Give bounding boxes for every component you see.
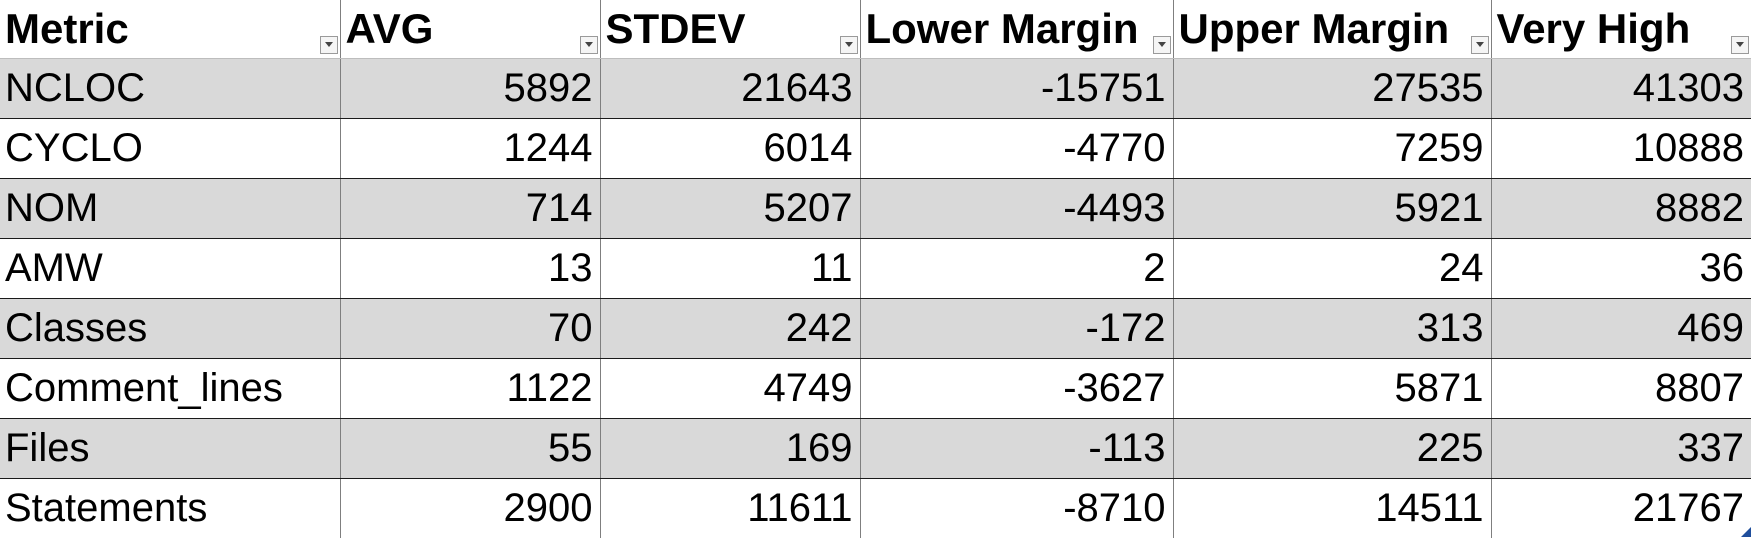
filter-dropdown-icon[interactable] [839, 35, 858, 54]
table-row: Files 55 169 -113 225 337 [0, 418, 1751, 479]
cell-upper-margin[interactable]: 5921 [1173, 178, 1492, 239]
header-cell-metric[interactable]: Metric [0, 0, 341, 59]
header-cell-very-high[interactable]: Very High [1491, 0, 1751, 59]
header-label-metric: Metric [5, 4, 129, 52]
cell-very-high[interactable]: 21767 [1632, 486, 1744, 531]
cell-stdev[interactable]: 4749 [600, 358, 861, 419]
cell-lower-margin[interactable]: -15751 [860, 58, 1174, 119]
cell-very-high[interactable]: 337 [1491, 418, 1751, 479]
table-row: CYCLO 1244 6014 -4770 7259 10888 [0, 118, 1751, 179]
cell-upper-margin[interactable]: 27535 [1173, 58, 1492, 119]
cell-lower-margin[interactable]: 2 [860, 238, 1174, 299]
header-label-very-high: Very High [1496, 4, 1691, 52]
cell-metric[interactable]: Comment_lines [0, 358, 341, 419]
filter-dropdown-icon[interactable] [579, 35, 598, 54]
header-cell-upper-margin[interactable]: Upper Margin [1173, 0, 1492, 59]
table-row: NCLOC 5892 21643 -15751 27535 41303 [0, 58, 1751, 119]
cell-metric[interactable]: Statements [0, 478, 341, 538]
cell-stdev[interactable]: 11 [600, 238, 861, 299]
cell-avg[interactable]: 2900 [340, 478, 601, 538]
cell-avg[interactable]: 13 [340, 238, 601, 299]
cell-avg[interactable]: 1122 [340, 358, 601, 419]
cell-upper-margin[interactable]: 7259 [1173, 118, 1492, 179]
filter-dropdown-icon[interactable] [1731, 35, 1749, 54]
table-row: Comment_lines 1122 4749 -3627 5871 8807 [0, 358, 1751, 419]
cell-very-high[interactable]: 41303 [1491, 58, 1751, 119]
cell-upper-margin[interactable]: 313 [1173, 298, 1492, 359]
header-label-lower-margin: Lower Margin [865, 4, 1139, 52]
table-resize-handle-icon[interactable] [1741, 527, 1751, 537]
cell-lower-margin[interactable]: -8710 [860, 478, 1174, 538]
cell-upper-margin[interactable]: 14511 [1173, 478, 1492, 538]
cell-metric[interactable]: NOM [0, 178, 341, 239]
cell-avg[interactable]: 55 [340, 418, 601, 479]
header-cell-stdev[interactable]: STDEV [600, 0, 861, 59]
cell-metric[interactable]: Files [0, 418, 341, 479]
header-label-avg: AVG [345, 4, 434, 52]
cell-upper-margin[interactable]: 5871 [1173, 358, 1492, 419]
cell-avg[interactable]: 70 [340, 298, 601, 359]
cell-metric[interactable]: CYCLO [0, 118, 341, 179]
cell-avg[interactable]: 5892 [340, 58, 601, 119]
filter-dropdown-icon[interactable] [1470, 35, 1489, 54]
cell-stdev[interactable]: 6014 [600, 118, 861, 179]
cell-metric[interactable]: Classes [0, 298, 341, 359]
cell-metric[interactable]: NCLOC [0, 58, 341, 119]
cell-upper-margin[interactable]: 225 [1173, 418, 1492, 479]
header-cell-lower-margin[interactable]: Lower Margin [860, 0, 1174, 59]
cell-stdev[interactable]: 5207 [600, 178, 861, 239]
header-row: Metric AVG STDEV [0, 0, 1751, 59]
cell-lower-margin[interactable]: -113 [860, 418, 1174, 479]
header-cell-avg[interactable]: AVG [340, 0, 601, 59]
table-row: Statements 2900 11611 -8710 14511 21767 [0, 478, 1751, 538]
cell-very-high[interactable]: 469 [1491, 298, 1751, 359]
header-label-stdev: STDEV [605, 4, 746, 52]
cell-very-high[interactable]: 8882 [1491, 178, 1751, 239]
cell-very-high[interactable]: 10888 [1491, 118, 1751, 179]
cell-lower-margin[interactable]: -4770 [860, 118, 1174, 179]
cell-metric[interactable]: AMW [0, 238, 341, 299]
cell-stdev[interactable]: 242 [600, 298, 861, 359]
table-row: AMW 13 11 2 24 36 [0, 238, 1751, 299]
table-row: NOM 714 5207 -4493 5921 8882 [0, 178, 1751, 239]
cell-avg[interactable]: 714 [340, 178, 601, 239]
cell-lower-margin[interactable]: -172 [860, 298, 1174, 359]
filter-dropdown-icon[interactable] [1152, 35, 1171, 54]
cell-stdev[interactable]: 11611 [600, 478, 861, 538]
table-row: Classes 70 242 -172 313 469 [0, 298, 1751, 359]
cell-upper-margin[interactable]: 24 [1173, 238, 1492, 299]
cell-lower-margin[interactable]: -3627 [860, 358, 1174, 419]
cell-very-high[interactable]: 8807 [1491, 358, 1751, 419]
cell-stdev[interactable]: 21643 [600, 58, 861, 119]
cell-very-high[interactable]: 36 [1491, 238, 1751, 299]
cell-avg[interactable]: 1244 [340, 118, 601, 179]
header-label-upper-margin: Upper Margin [1178, 4, 1450, 52]
cell-stdev[interactable]: 169 [600, 418, 861, 479]
cell-lower-margin[interactable]: -4493 [860, 178, 1174, 239]
filter-dropdown-icon[interactable] [319, 35, 338, 54]
